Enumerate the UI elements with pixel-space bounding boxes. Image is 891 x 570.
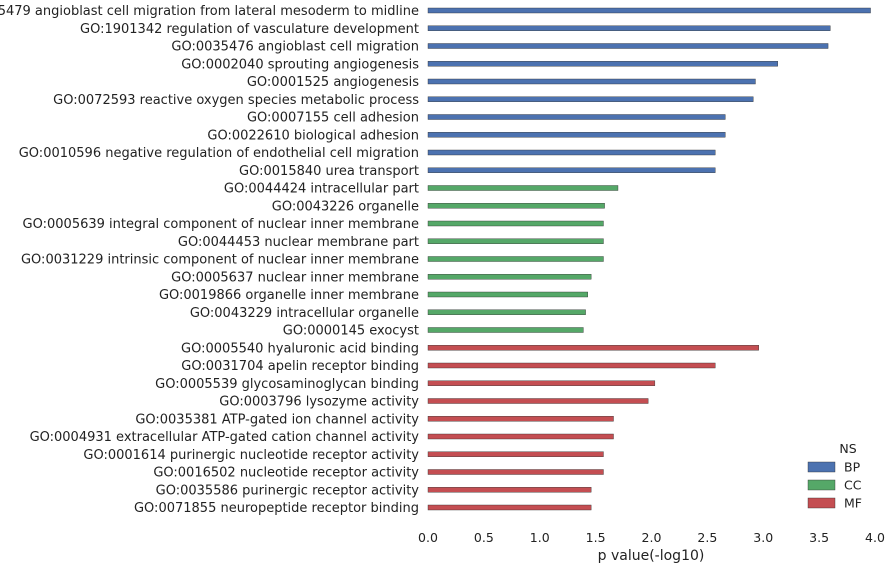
x-tick-label: 1.5 (586, 530, 606, 545)
bar (427, 43, 829, 49)
category-label: GO:0071855 neuropeptide receptor binding (134, 501, 419, 516)
category-label: GO:0031704 apelin receptor binding (181, 359, 419, 374)
x-tick-label: 4.0 (865, 530, 885, 545)
category-label: GO:0001525 angiogenesis (247, 75, 419, 90)
category-label: GO:1901342 regulation of vasculature dev… (80, 22, 419, 37)
legend-swatch (807, 479, 836, 491)
bars-layer (427, 7, 871, 511)
category-label: GO:0007155 cell adhesion (247, 111, 419, 126)
bar (427, 61, 778, 67)
x-tick-label: 3.0 (753, 530, 773, 545)
bar (427, 416, 614, 422)
bar (427, 362, 716, 369)
x-tick-label: 0.0 (418, 530, 438, 545)
legend-entries: BP CC MF (807, 460, 862, 511)
category-label: GO:0005539 glycosaminoglycan binding (155, 377, 419, 392)
category-label: GO:0035476 angioblast cell migration (171, 40, 419, 55)
bar (427, 7, 871, 14)
x-axis-title: p value(-log10) (598, 548, 705, 564)
category-label: GO:0043229 intracellular organelle (190, 306, 419, 321)
bar (427, 398, 649, 404)
bar (427, 469, 604, 475)
bar (427, 256, 604, 262)
category-label: GO:0072593 reactive oxygen species metab… (53, 93, 419, 108)
bar (427, 451, 604, 457)
category-label: GO:0035381 ATP-gated ion channel activit… (135, 412, 419, 427)
bar (427, 78, 756, 85)
bar (427, 220, 604, 227)
x-axis: 0.0 0.5 1.0 1.5 2.0 2.5 3.0 3.5 4.0 (418, 530, 885, 545)
bar (427, 132, 726, 138)
legend-swatch (807, 461, 836, 473)
bar (427, 185, 619, 191)
bar (427, 274, 592, 280)
bar (427, 345, 759, 351)
category-label: GO:0015840 urea transport (239, 164, 419, 179)
category-label: GO:0010596 negative regulation of endoth… (19, 146, 419, 161)
bar (427, 327, 584, 333)
category-label: GO:0035479 angioblast cell migration fro… (0, 4, 419, 19)
bar (427, 504, 592, 511)
bar (427, 433, 614, 440)
legend-title: NS (839, 441, 856, 456)
category-label: GO:0019866 organelle inner membrane (159, 288, 419, 303)
bar (427, 309, 586, 315)
category-label: GO:0022610 biological adhesion (207, 128, 419, 143)
category-label: GO:0005637 nuclear inner membrane (171, 270, 419, 285)
bar (427, 380, 656, 386)
bar (427, 291, 589, 298)
category-label: GO:0000145 exocyst (283, 324, 419, 339)
bar (427, 203, 605, 209)
category-label: GO:0016502 nucleotide receptor activity (153, 466, 419, 481)
category-label: GO:0005540 hyaluronic acid binding (181, 341, 419, 356)
legend: NS BP CC MF (807, 441, 862, 511)
bar (427, 96, 754, 102)
x-tick-label: 0.5 (474, 530, 494, 545)
category-label: GO:0001614 purinergic nucleotide recepto… (83, 448, 419, 463)
category-label: GO:0044424 intracellular part (224, 182, 419, 197)
x-tick-label: 1.0 (530, 530, 550, 545)
bar (427, 167, 716, 173)
category-label: GO:0044453 nuclear membrane part (178, 235, 419, 250)
category-label: GO:0002040 sprouting angiogenesis (181, 57, 419, 72)
legend-label: CC (844, 478, 862, 493)
bar (427, 149, 716, 156)
x-tick-label: 2.0 (642, 530, 662, 545)
category-label: GO:0004931 extracellular ATP-gated catio… (30, 430, 420, 445)
bar (427, 487, 592, 493)
category-labels: GO:0035479 angioblast cell migration fro… (0, 4, 419, 516)
legend-swatch (807, 497, 836, 509)
category-label: GO:0005639 integral component of nuclear… (23, 217, 419, 232)
category-label: GO:0031229 intrinsic component of nuclea… (21, 253, 419, 268)
x-tick-label: 3.5 (809, 530, 829, 545)
legend-label: MF (844, 496, 862, 511)
category-label: GO:0043226 organelle (272, 199, 419, 214)
legend-label: BP (844, 460, 861, 475)
bar (427, 114, 726, 120)
category-label: GO:0035586 purinergic receptor activity (156, 483, 420, 498)
bar (427, 25, 831, 31)
bar (427, 238, 604, 244)
x-tick-label: 2.5 (697, 530, 717, 545)
category-label: GO:0003796 lysozyme activity (219, 395, 419, 410)
